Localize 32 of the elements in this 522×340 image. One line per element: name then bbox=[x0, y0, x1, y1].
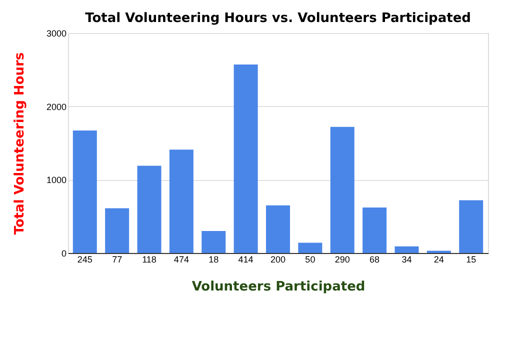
bar bbox=[362, 208, 387, 253]
y-tick-label: 1000 bbox=[46, 175, 66, 186]
bar bbox=[72, 130, 97, 253]
x-tick-label: 77 bbox=[112, 254, 122, 264]
bar bbox=[298, 242, 322, 253]
x-tick-label: 200 bbox=[270, 254, 286, 264]
y-axis-title: Total Volunteering Hours bbox=[12, 52, 28, 235]
bar bbox=[266, 205, 290, 253]
x-axis-title: Volunteers Participated bbox=[192, 280, 366, 294]
x-tick-label: 34 bbox=[402, 254, 412, 264]
y-tick-label: 2000 bbox=[46, 102, 66, 112]
x-tick-label: 118 bbox=[142, 254, 156, 264]
y-tick-label: 0 bbox=[61, 248, 66, 258]
bar bbox=[202, 231, 226, 253]
x-tick-label: 290 bbox=[334, 254, 350, 264]
bar bbox=[137, 166, 162, 253]
bar bbox=[394, 246, 419, 253]
y-tick-label: 3000 bbox=[46, 28, 66, 38]
bar bbox=[459, 200, 484, 253]
x-tick-label: 15 bbox=[466, 254, 476, 264]
x-tick-label: 50 bbox=[305, 254, 316, 264]
x-tick-label: 474 bbox=[174, 254, 189, 264]
bar bbox=[234, 64, 258, 253]
bar bbox=[330, 126, 354, 253]
x-tick-label: 245 bbox=[77, 254, 92, 264]
bar bbox=[105, 208, 130, 253]
x-tick-label: 24 bbox=[434, 254, 444, 264]
chart-title: Total Volunteering Hours vs. Volunteers Participated bbox=[85, 11, 471, 26]
x-tick-label: 18 bbox=[208, 254, 219, 264]
bar bbox=[169, 150, 194, 253]
x-tick-label: 68 bbox=[370, 254, 380, 264]
x-tick-label: 414 bbox=[238, 254, 254, 264]
